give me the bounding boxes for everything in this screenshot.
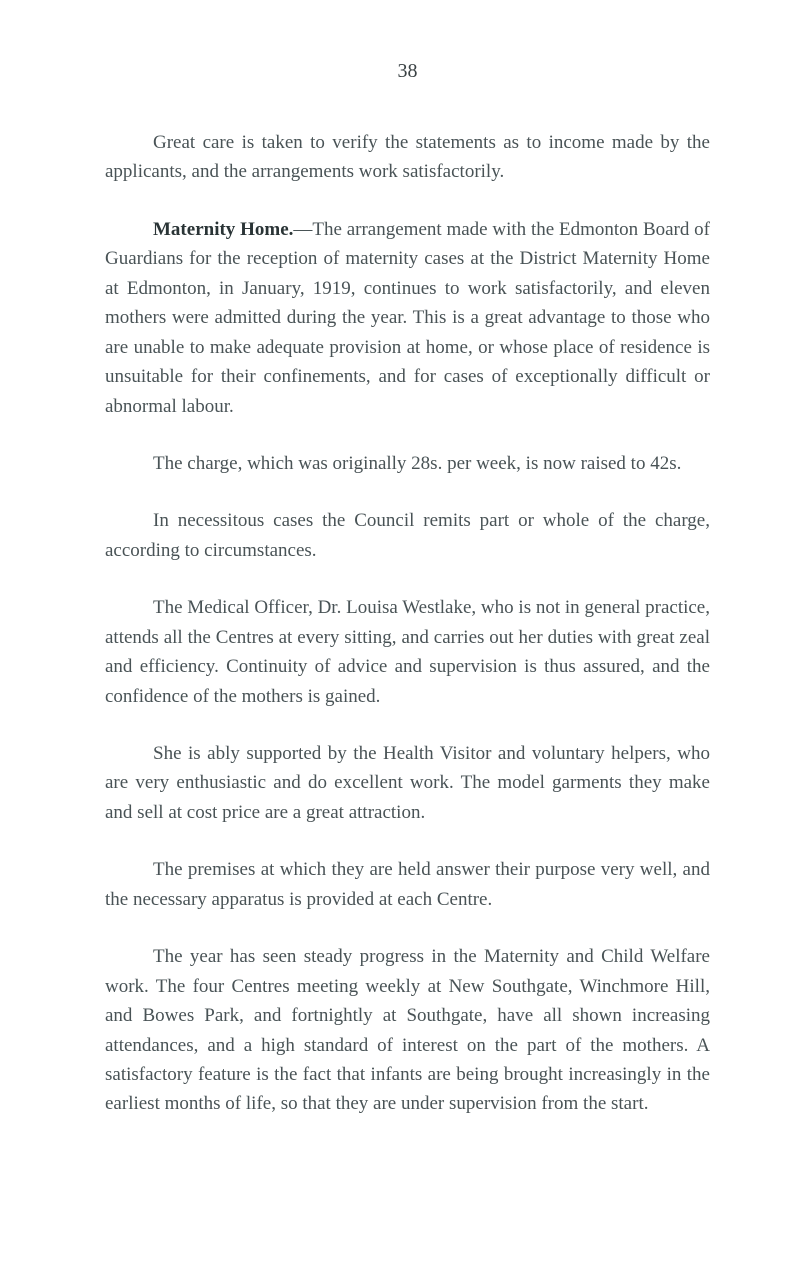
paragraph-6: She is ably supported by the Health Visi… bbox=[105, 739, 710, 827]
page-container: 38 Great care is taken to verify the sta… bbox=[0, 0, 800, 1217]
paragraph-2: Maternity Home.—The arrangement made wit… bbox=[105, 215, 710, 421]
paragraph-4: In necessitous cases the Council remits … bbox=[105, 506, 710, 565]
paragraph-7: The premises at which they are held answ… bbox=[105, 855, 710, 914]
paragraph-5: The Medical Officer, Dr. Louisa Westlake… bbox=[105, 593, 710, 711]
page-number: 38 bbox=[105, 60, 710, 83]
section-heading-maternity-home: Maternity Home. bbox=[153, 219, 293, 240]
paragraph-2-body: —The arrangement made with the Edmonton … bbox=[105, 219, 710, 417]
paragraph-1: Great care is taken to verify the statem… bbox=[105, 128, 710, 187]
paragraph-3: The charge, which was originally 28s. pe… bbox=[105, 449, 710, 478]
paragraph-8: The year has seen steady progress in the… bbox=[105, 942, 710, 1119]
